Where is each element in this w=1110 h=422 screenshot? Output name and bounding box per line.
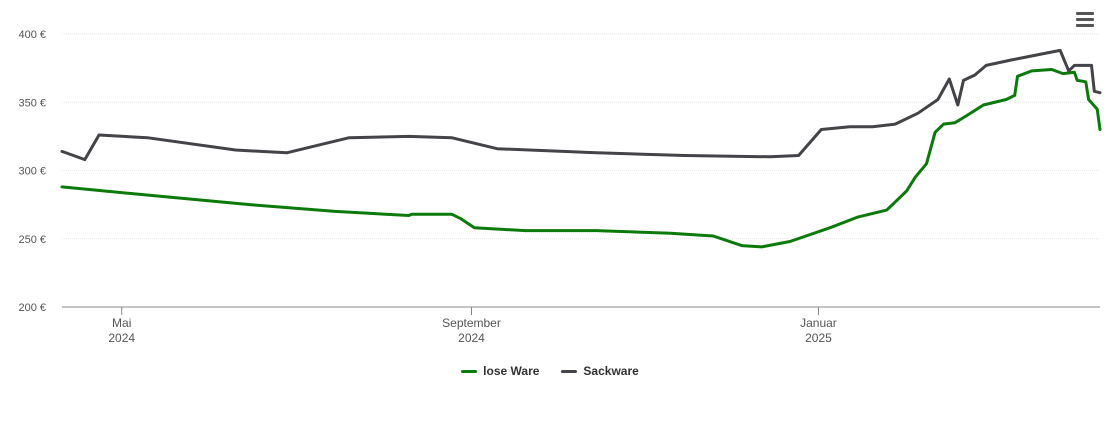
grid-lines [62,33,1100,240]
line-chart: 200 €250 €300 €350 €400 €Mai2024Septembe… [18,29,1102,345]
legend-swatch-lose-ware [461,369,478,373]
series-line-lose-ware[interactable] [60,68,1102,249]
y-tick-label: 300 € [18,166,46,178]
y-tick-label: 200 € [18,302,46,314]
x-tick-year-label: 2024 [458,331,485,345]
legend-item-sackware[interactable]: Sackware [561,364,639,378]
series-line-sackware[interactable] [60,48,1102,162]
series-lines [60,48,1102,249]
legend-swatch-sackware [561,369,578,373]
axes [62,306,1100,315]
x-tick-month-label: Januar [800,316,837,330]
legend-label-sackware: Sackware [583,364,639,378]
menu-bar [1076,24,1094,27]
menu-bar [1076,12,1094,15]
x-tick-month-label: September [442,316,501,330]
y-tick-label: 250 € [18,234,46,246]
y-tick-label: 400 € [18,29,46,41]
y-tick-label: 350 € [18,97,46,109]
axis-labels: 200 €250 €300 €350 €400 €Mai2024Septembe… [18,29,836,345]
legend-item-lose-ware[interactable]: lose Ware [461,364,539,378]
x-tick-year-label: 2024 [108,331,135,345]
legend: lose Ware Sackware [0,364,1100,378]
legend-label-lose-ware: lose Ware [483,364,540,378]
menu-bar [1076,18,1094,21]
x-tick-year-label: 2025 [805,331,832,345]
x-tick-month-label: Mai [112,316,131,330]
hamburger-menu-icon[interactable] [1076,12,1098,30]
